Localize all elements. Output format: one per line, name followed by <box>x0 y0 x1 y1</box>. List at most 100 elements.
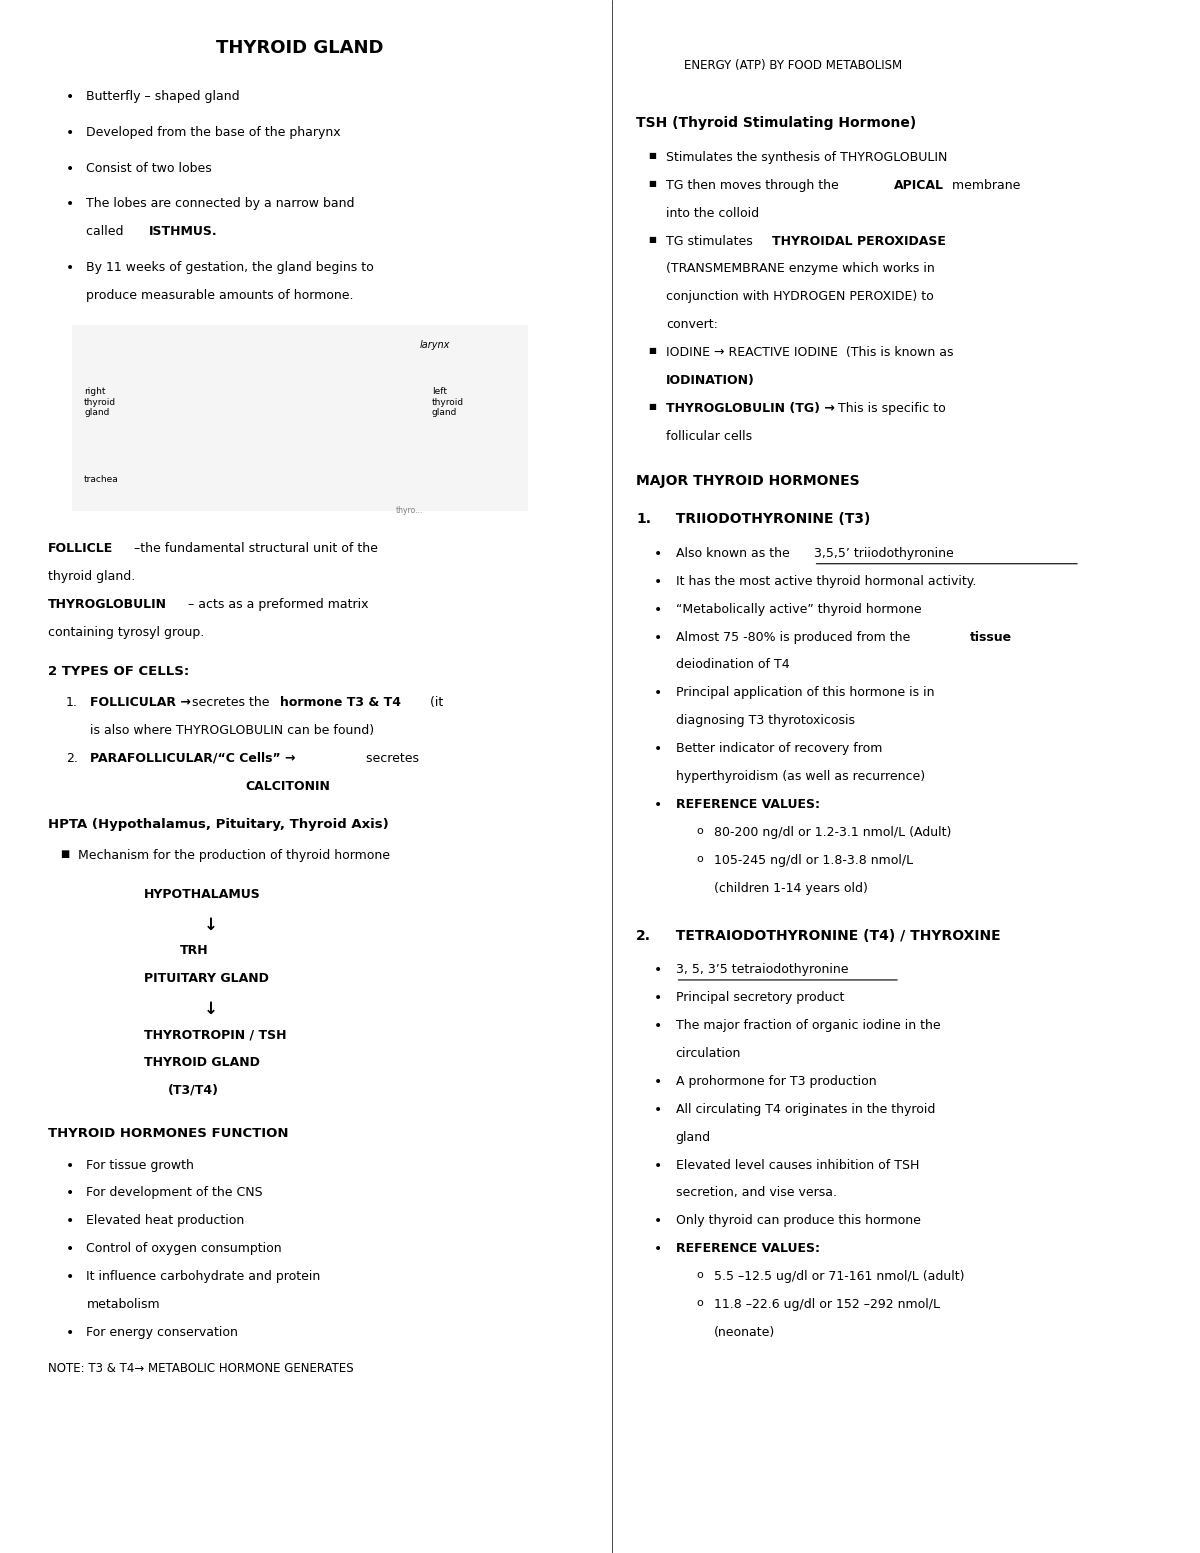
Text: HPTA (Hypothalamus, Pituitary, Thyroid Axis): HPTA (Hypothalamus, Pituitary, Thyroid A… <box>48 818 389 831</box>
Text: TRIIODOTHYRONINE (T3): TRIIODOTHYRONINE (T3) <box>666 512 870 526</box>
Text: •: • <box>654 1075 662 1089</box>
Text: •: • <box>654 798 662 812</box>
Text: Only thyroid can produce this hormone: Only thyroid can produce this hormone <box>676 1214 920 1227</box>
Text: left
thyroid
gland: left thyroid gland <box>432 387 464 418</box>
Text: THYROTROPIN / TSH: THYROTROPIN / TSH <box>144 1028 287 1041</box>
Text: metabolism: metabolism <box>86 1298 160 1311</box>
Text: CALCITONIN: CALCITONIN <box>246 780 330 792</box>
Bar <box>72 325 528 511</box>
Text: Also known as the: Also known as the <box>676 547 793 559</box>
Text: 1.: 1. <box>636 512 650 526</box>
Text: For development of the CNS: For development of the CNS <box>86 1186 263 1199</box>
Text: PITUITARY GLAND: PITUITARY GLAND <box>144 972 269 985</box>
Text: hormone T3 & T4: hormone T3 & T4 <box>280 696 401 708</box>
Text: into the colloid: into the colloid <box>666 207 760 219</box>
Text: membrane: membrane <box>948 179 1020 191</box>
Text: NOTE: T3 & T4→ METABOLIC HORMONE GENERATES: NOTE: T3 & T4→ METABOLIC HORMONE GENERAT… <box>48 1362 354 1374</box>
Text: THYROIDAL PEROXIDASE: THYROIDAL PEROXIDASE <box>772 235 946 247</box>
Text: TG then moves through the: TG then moves through the <box>666 179 842 191</box>
Text: All circulating T4 originates in the thyroid: All circulating T4 originates in the thy… <box>676 1103 935 1115</box>
Text: right
thyroid
gland: right thyroid gland <box>84 387 116 418</box>
Text: Elevated heat production: Elevated heat production <box>86 1214 245 1227</box>
Text: Consist of two lobes: Consist of two lobes <box>86 162 212 174</box>
Text: The lobes are connected by a narrow band: The lobes are connected by a narrow band <box>86 197 355 210</box>
Text: •: • <box>66 1159 74 1173</box>
Text: APICAL: APICAL <box>894 179 944 191</box>
Text: thyro...: thyro... <box>396 506 424 516</box>
Text: •: • <box>66 90 74 104</box>
Text: •: • <box>654 1103 662 1117</box>
Text: •: • <box>654 742 662 756</box>
Text: •: • <box>66 1270 74 1284</box>
Text: FOLLICULAR →: FOLLICULAR → <box>90 696 191 708</box>
Text: 2 TYPES OF CELLS:: 2 TYPES OF CELLS: <box>48 665 190 677</box>
Text: 2.: 2. <box>66 752 78 764</box>
Text: Butterfly – shaped gland: Butterfly – shaped gland <box>86 90 240 102</box>
Text: ISTHMUS.: ISTHMUS. <box>149 225 217 238</box>
Text: Almost 75 -80% is produced from the: Almost 75 -80% is produced from the <box>676 631 914 643</box>
Text: convert:: convert: <box>666 318 718 331</box>
Text: larynx: larynx <box>420 340 450 349</box>
Text: secretes: secretes <box>354 752 419 764</box>
Text: Developed from the base of the pharynx: Developed from the base of the pharynx <box>86 126 341 138</box>
Text: •: • <box>654 991 662 1005</box>
Text: called: called <box>86 225 128 238</box>
Text: TRH: TRH <box>180 944 209 957</box>
Text: trachea: trachea <box>84 475 119 485</box>
Text: THYROID GLAND: THYROID GLAND <box>144 1056 260 1068</box>
Text: Elevated level causes inhibition of TSH: Elevated level causes inhibition of TSH <box>676 1159 919 1171</box>
Text: •: • <box>66 1186 74 1200</box>
Text: It has the most active thyroid hormonal activity.: It has the most active thyroid hormonal … <box>676 575 976 587</box>
Text: (children 1-14 years old): (children 1-14 years old) <box>714 882 868 895</box>
Text: hyperthyroidism (as well as recurrence): hyperthyroidism (as well as recurrence) <box>676 770 925 783</box>
Text: 2.: 2. <box>636 929 650 943</box>
Text: TG stimulates: TG stimulates <box>666 235 757 247</box>
Text: o: o <box>696 1270 703 1280</box>
Text: Principal application of this hormone is in: Principal application of this hormone is… <box>676 686 934 699</box>
Text: Mechanism for the production of thyroid hormone: Mechanism for the production of thyroid … <box>78 849 390 862</box>
Text: conjunction with HYDROGEN PEROXIDE) to: conjunction with HYDROGEN PEROXIDE) to <box>666 290 934 303</box>
Text: REFERENCE VALUES:: REFERENCE VALUES: <box>676 1242 820 1255</box>
Text: THYROID GLAND: THYROID GLAND <box>216 39 384 57</box>
Text: Principal secretory product: Principal secretory product <box>676 991 844 1003</box>
Text: HYPOTHALAMUS: HYPOTHALAMUS <box>144 888 260 901</box>
Text: is also where THYROGLOBULIN can be found): is also where THYROGLOBULIN can be found… <box>90 724 374 736</box>
Text: •: • <box>654 575 662 589</box>
Text: •: • <box>66 126 74 140</box>
Text: •: • <box>66 261 74 275</box>
Text: •: • <box>66 1214 74 1228</box>
Text: 3,5,5’ triiodothyronine: 3,5,5’ triiodothyronine <box>814 547 953 559</box>
Text: •: • <box>654 631 662 644</box>
Text: ■: ■ <box>60 849 70 859</box>
Text: ■: ■ <box>648 235 656 244</box>
Text: ■: ■ <box>648 179 656 188</box>
Text: •: • <box>654 547 662 561</box>
Text: A prohormone for T3 production: A prohormone for T3 production <box>676 1075 876 1087</box>
Text: ↓: ↓ <box>204 1000 218 1019</box>
Text: PARAFOLLICULAR/“C Cells” →: PARAFOLLICULAR/“C Cells” → <box>90 752 295 764</box>
Text: IODINE → REACTIVE IODINE  (This is known as: IODINE → REACTIVE IODINE (This is known … <box>666 346 954 359</box>
Text: •: • <box>66 197 74 211</box>
Text: By 11 weeks of gestation, the gland begins to: By 11 weeks of gestation, the gland begi… <box>86 261 374 273</box>
Text: circulation: circulation <box>676 1047 740 1059</box>
Text: ↓: ↓ <box>204 916 218 935</box>
Text: diagnosing T3 thyrotoxicosis: diagnosing T3 thyrotoxicosis <box>676 714 854 727</box>
Text: 1.: 1. <box>66 696 78 708</box>
Text: 5.5 –12.5 ug/dl or 71-161 nmol/L (adult): 5.5 –12.5 ug/dl or 71-161 nmol/L (adult) <box>714 1270 965 1283</box>
Text: •: • <box>654 1159 662 1173</box>
Text: •: • <box>654 603 662 617</box>
Text: o: o <box>696 854 703 863</box>
Text: •: • <box>654 1019 662 1033</box>
Text: FOLLICLE: FOLLICLE <box>48 542 113 554</box>
Text: This is specific to: This is specific to <box>834 402 946 415</box>
Text: secretes the: secretes the <box>188 696 274 708</box>
Text: •: • <box>654 1242 662 1256</box>
Text: o: o <box>696 826 703 836</box>
Text: For tissue growth: For tissue growth <box>86 1159 194 1171</box>
Text: THYROGLOBULIN: THYROGLOBULIN <box>48 598 167 610</box>
Text: “Metabolically active” thyroid hormone: “Metabolically active” thyroid hormone <box>676 603 922 615</box>
Text: Stimulates the synthesis of THYROGLOBULIN: Stimulates the synthesis of THYROGLOBULI… <box>666 151 947 163</box>
Text: tissue: tissue <box>970 631 1012 643</box>
Text: thyroid gland.: thyroid gland. <box>48 570 136 582</box>
Text: follicular cells: follicular cells <box>666 430 752 443</box>
